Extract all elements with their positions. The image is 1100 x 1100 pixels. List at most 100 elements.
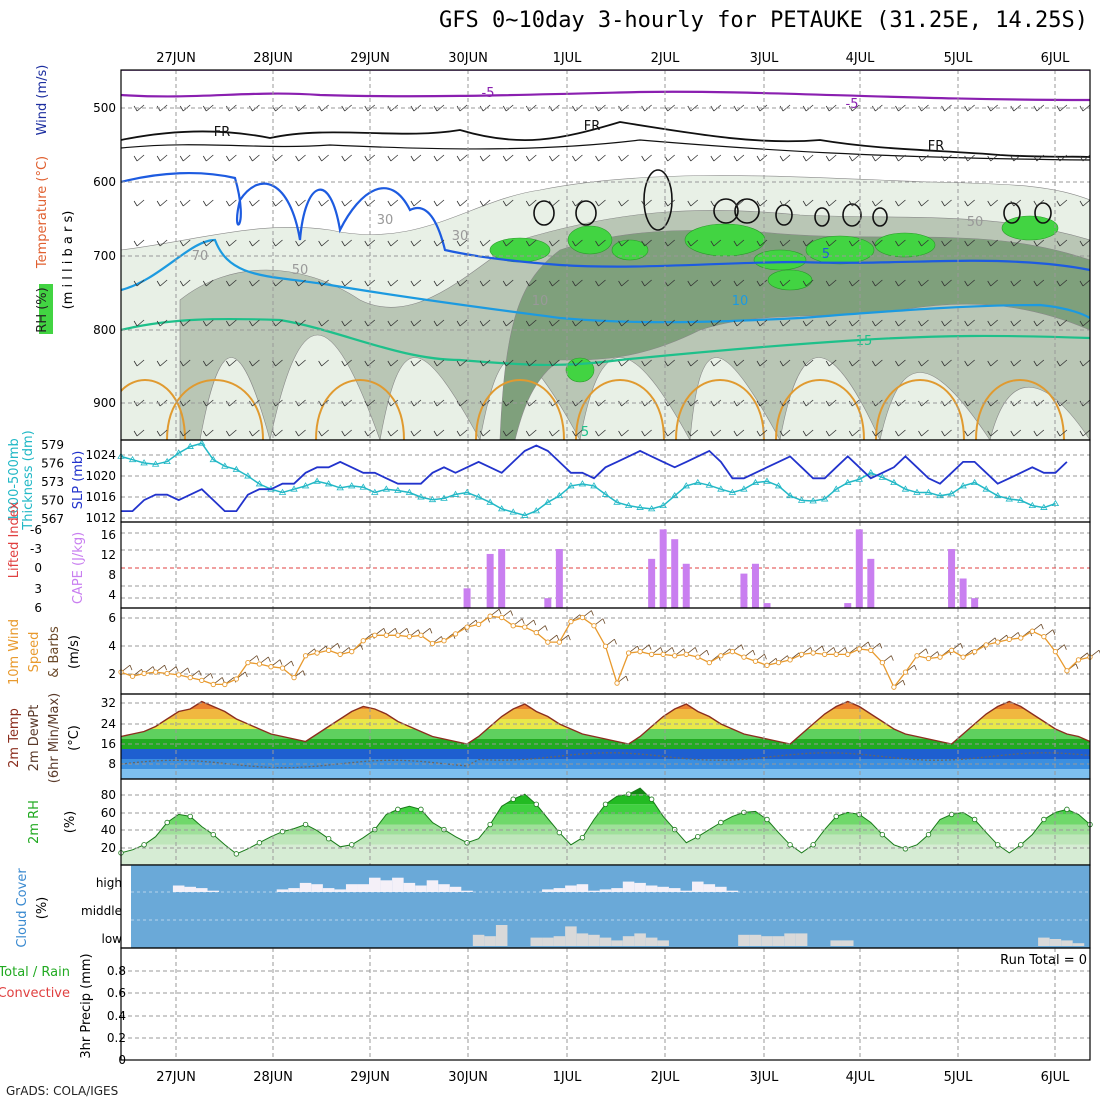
wind-barb: [779, 199, 791, 207]
wind-barb: [595, 359, 606, 367]
rh-saturated-blob: [753, 249, 807, 271]
wind-barb: [272, 359, 283, 367]
contour-20: [575, 379, 665, 440]
wind-barb: [202, 199, 214, 207]
wind-barb: [1079, 199, 1090, 207]
wind-barb: [710, 429, 722, 437]
cape-bar: [751, 563, 759, 608]
wind-speed-point: [787, 657, 793, 663]
wind-barb: [121, 360, 122, 361]
wind-barb: [618, 154, 629, 162]
cloud-high-bar: [392, 877, 404, 892]
wind-barb: [1033, 154, 1045, 162]
wind-speed-point: [545, 639, 551, 645]
wind-barb: [618, 279, 629, 287]
thickness-point: [786, 491, 794, 499]
wind-barb: [572, 199, 583, 207]
wind-speed-point: [349, 649, 355, 655]
thickness-point: [463, 488, 471, 495]
wind-speed-point: [187, 674, 193, 681]
wind-barb: [779, 279, 791, 287]
wind-barb: [456, 429, 468, 437]
wind-speed-point: [925, 655, 932, 662]
rh-point: [648, 796, 655, 802]
thickness-point: [878, 473, 887, 480]
wind-barb: [595, 239, 606, 247]
contour-20: [475, 379, 565, 440]
wind-speed-point: [129, 673, 136, 679]
wind-barb: [364, 239, 376, 247]
cloud-low-bar: [472, 934, 485, 946]
wind-barb: [249, 199, 260, 207]
cloud-high-bar: [611, 888, 623, 892]
date-label-bottom: 5JUL: [944, 1070, 974, 1085]
wind-barb: [433, 319, 445, 327]
thickness-point: [336, 484, 344, 491]
wind-barb: [1056, 399, 1068, 407]
panel-label: 3hr Precip (mm): [79, 953, 94, 1058]
wind-barb: [433, 239, 445, 247]
contour-label: 30: [452, 229, 469, 244]
rh-point: [556, 829, 563, 836]
date-axes: 27JUN 27JUN 28JUN 28JUN 29JUN 29JUN 30JUN 30JUN…: [156, 51, 1070, 1085]
wind-barb: [595, 319, 606, 327]
rh-point: [233, 851, 240, 857]
thickness-point: [590, 482, 598, 489]
ytick-thickness: 573: [41, 475, 64, 489]
date-label-top: 28JUN: [253, 51, 293, 66]
ytick-thickness: 579: [41, 438, 64, 452]
cloud-low-bar: [830, 940, 842, 946]
wind-barb: [156, 239, 168, 247]
wind-barb: [964, 279, 975, 287]
cloud-cover-panel: high middle low Cloud Cover (%): [15, 864, 1091, 949]
wind-barb: [1056, 429, 1068, 437]
wind-barb: [572, 359, 583, 367]
wind-barb: [121, 155, 122, 156]
cloud-high-bar: [345, 884, 358, 892]
wind-barb: [133, 199, 145, 207]
ytick-precip: 0.2: [107, 1031, 126, 1045]
wind-barb: [456, 359, 468, 367]
panel-label: (6hr Min/Max): [47, 693, 62, 783]
wind-barb: [572, 429, 583, 437]
wind-barb: [249, 429, 260, 437]
wind-barb: [410, 319, 422, 327]
wind-speed-point: [648, 651, 655, 658]
thickness-point: [255, 480, 264, 487]
wind-barb: [1079, 154, 1090, 162]
date-label-bottom: 30JUN: [448, 1070, 488, 1085]
date-label-top: 2JUL: [651, 51, 681, 66]
date-label-bottom: 3JUL: [750, 1070, 780, 1085]
rh-point: [487, 821, 493, 828]
thickness-point: [324, 480, 333, 487]
rh-point: [418, 806, 424, 813]
wind10m-panel: 6 4 2 10m Wind Speed & Barbs (m/s): [7, 607, 1100, 695]
wind-speed-point: [902, 669, 909, 675]
ytick-li: -3: [30, 542, 42, 556]
cloud-low-bar: [761, 936, 773, 946]
ytick-li: -6: [30, 523, 42, 537]
rh-point: [971, 816, 978, 823]
cloud-low-bar: [1038, 937, 1050, 946]
thickness-point: [936, 491, 944, 499]
wind-speed-point: [245, 659, 251, 666]
cloud-high-bar: [726, 890, 739, 892]
wind-barb: [156, 279, 168, 287]
cloud-high-bar: [276, 889, 289, 892]
panel-label: Wind (m/s): [35, 65, 50, 136]
wind-barb: [872, 199, 883, 207]
wind-barb: [987, 279, 998, 287]
wind-barb: [341, 199, 352, 207]
wind-barb: [364, 279, 376, 287]
date-label-bottom: 6JUL: [1041, 1070, 1071, 1085]
wind-barb: [479, 319, 491, 327]
date-label-top: 3JUL: [750, 51, 780, 66]
thickness-point: [970, 478, 979, 486]
wind-barb: [825, 319, 837, 327]
wind-barb: [572, 154, 583, 162]
wind-barb: [479, 154, 491, 162]
panel-label: Cloud Cover: [15, 868, 30, 948]
wind-barb: [479, 279, 491, 287]
wind-barb: [941, 239, 952, 247]
